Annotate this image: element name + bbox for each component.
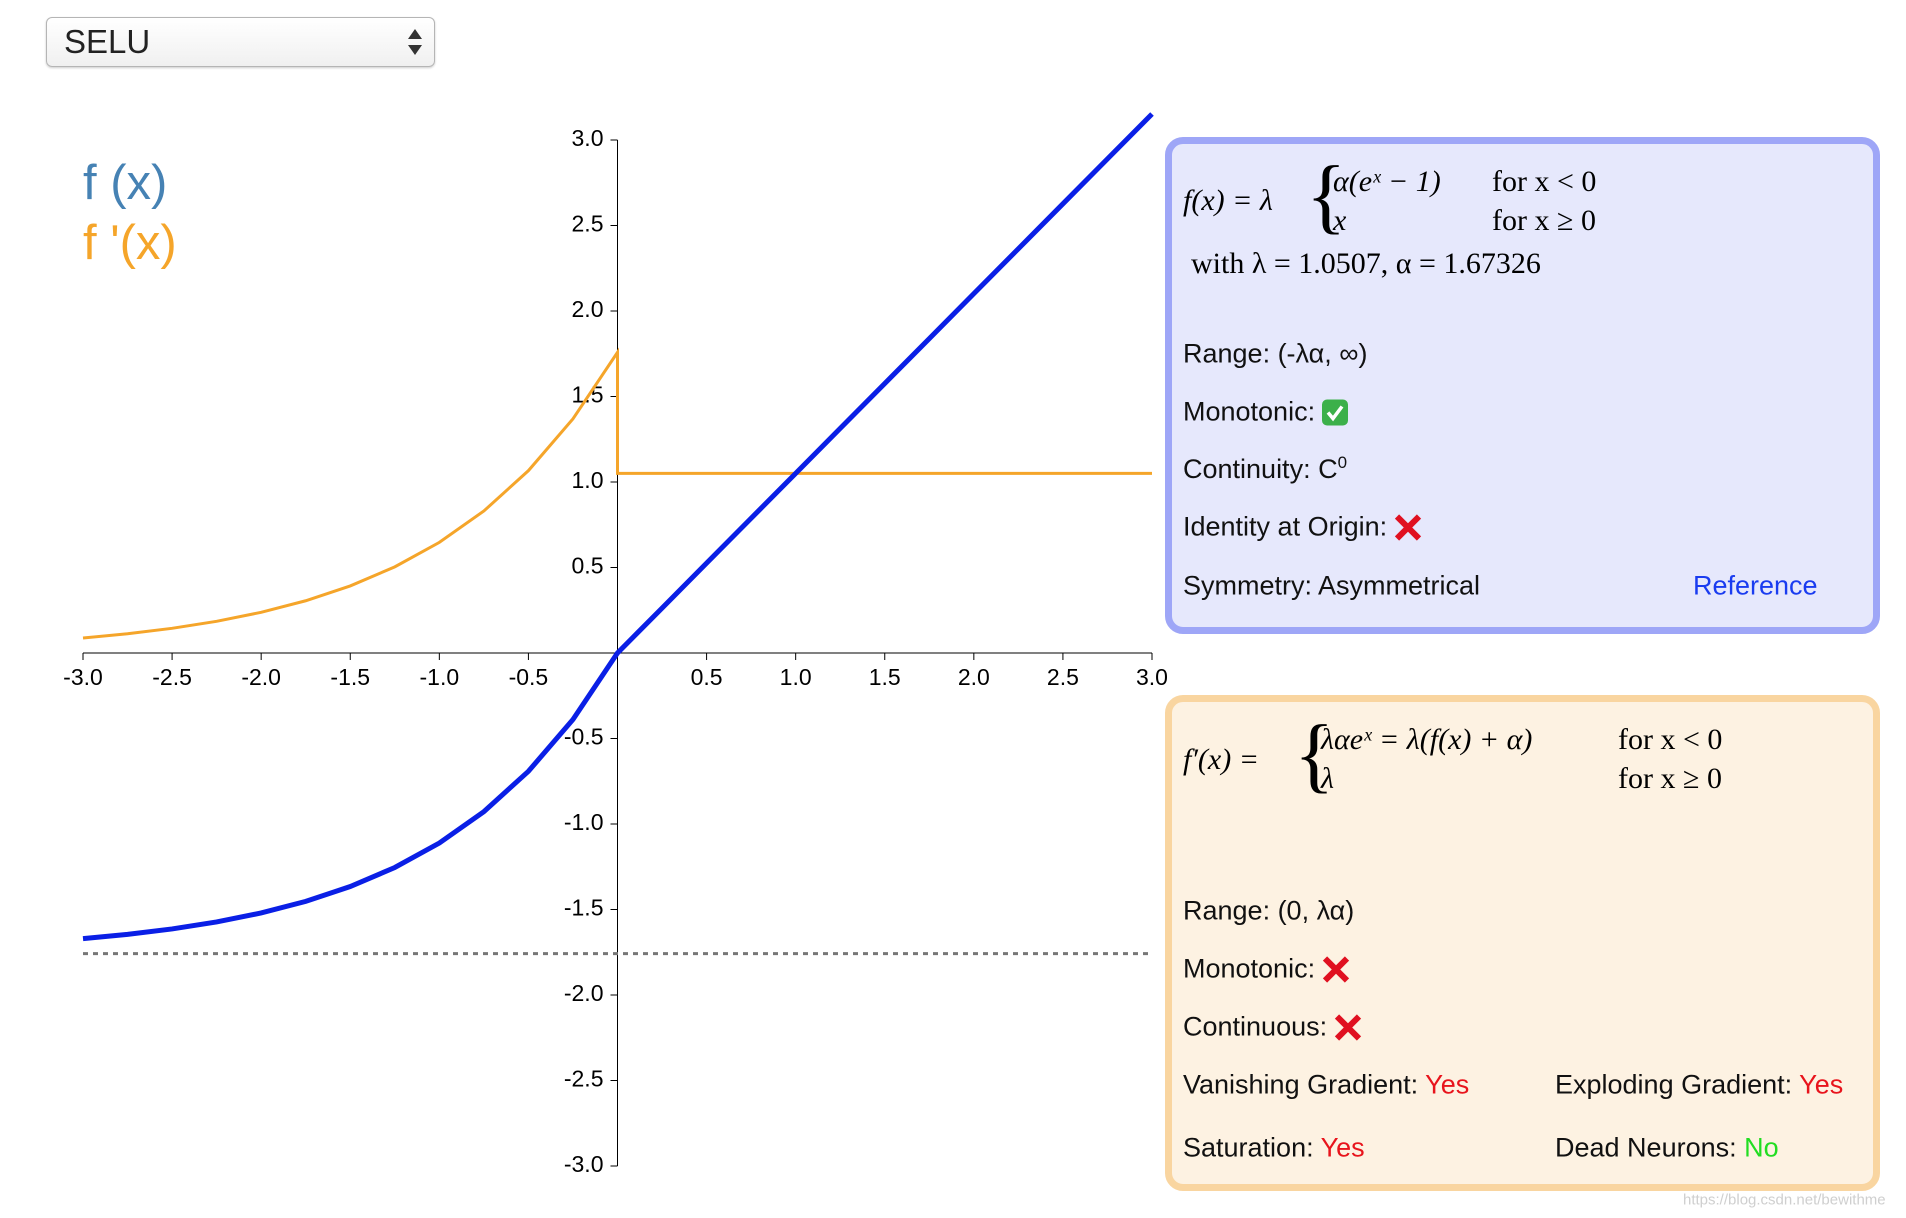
x-tick-label: 2.0 xyxy=(958,664,990,690)
y-tick-label: -2.0 xyxy=(564,980,604,1006)
cross-icon xyxy=(1394,513,1422,541)
formula-case: λ xyxy=(1321,762,1334,795)
formula-condition: for x < 0 xyxy=(1492,165,1597,198)
cross-icon xyxy=(1334,1013,1362,1041)
x-tick-label: -3.0 xyxy=(63,664,103,690)
y-tick-label: -1.5 xyxy=(564,895,604,921)
saturation: Saturation: Yes xyxy=(1183,1133,1365,1164)
select-arrows xyxy=(408,29,422,55)
y-tick-label: 2.5 xyxy=(572,211,604,237)
formula-case: x xyxy=(1333,204,1347,237)
label: Vanishing Gradient: xyxy=(1183,1069,1419,1100)
formula-lhs: f(x) = λ xyxy=(1183,184,1273,217)
formula-condition: for x ≥ 0 xyxy=(1492,204,1596,237)
brace: { xyxy=(1294,708,1335,802)
symmetry: Symmetry: Asymmetrical xyxy=(1183,570,1481,601)
series-line xyxy=(82,112,1154,942)
y-tick-label: 3.0 xyxy=(572,125,604,151)
formula-case: α(eˣ − 1) xyxy=(1333,165,1441,198)
x-tick-label: -1.0 xyxy=(420,664,460,690)
label: Dead Neurons: xyxy=(1555,1132,1737,1163)
x-tick-label: -2.5 xyxy=(152,664,192,690)
label: Monotonic: xyxy=(1183,953,1316,984)
label: Monotonic: xyxy=(1183,396,1316,427)
superscript: 0 xyxy=(1337,453,1348,472)
x-tick-label: -2.0 xyxy=(241,664,281,690)
formula-condition: for x < 0 xyxy=(1618,723,1723,756)
y-tick-label: -0.5 xyxy=(564,724,604,750)
formula-condition: for x ≥ 0 xyxy=(1618,762,1722,795)
label: Identity at Origin: xyxy=(1183,511,1388,542)
y-tick-label: 0.5 xyxy=(572,553,604,579)
range: Range: (0, λα) xyxy=(1183,895,1355,926)
value: Yes xyxy=(1425,1069,1470,1100)
cross-icon xyxy=(1322,955,1350,983)
continuous: Continuous: xyxy=(1183,1012,1363,1043)
y-tick-label: 1.0 xyxy=(572,467,604,493)
exploding: Exploding Gradient: Yes xyxy=(1555,1070,1843,1101)
reference-link[interactable]: Reference xyxy=(1693,570,1818,601)
check-icon xyxy=(1322,399,1349,425)
legend-f: f (x) xyxy=(83,156,168,210)
formula-params: with λ = 1.0507, α = 1.67326 xyxy=(1191,247,1541,280)
x-tick-label: 1.0 xyxy=(780,664,812,690)
label: Saturation: xyxy=(1183,1132,1314,1163)
label: Continuity: C xyxy=(1183,454,1338,484)
legend-df: f '(x) xyxy=(83,216,177,270)
y-tick-label: -2.5 xyxy=(564,1066,604,1092)
y-tick-label: -1.0 xyxy=(564,809,604,835)
watermark: https://blog.csdn.net/bewithme xyxy=(1683,1191,1886,1209)
y-tick-label: -3.0 xyxy=(564,1151,604,1177)
series-line xyxy=(82,347,1152,640)
monotonic: Monotonic: xyxy=(1183,397,1349,428)
vanishing: Vanishing Gradient: Yes xyxy=(1183,1070,1469,1101)
x-tick-label: 0.5 xyxy=(691,664,723,690)
x-tick-label: 2.5 xyxy=(1047,664,1079,690)
x-tick-label: 3.0 xyxy=(1136,664,1168,690)
identity: Identity at Origin: xyxy=(1183,512,1423,543)
function-select[interactable]: SELU xyxy=(46,17,435,67)
range: Range: (-λα, ∞) xyxy=(1183,338,1368,369)
derivative-panel xyxy=(1165,695,1880,1191)
formula-lhs: f′(x) = xyxy=(1183,743,1259,776)
value: No xyxy=(1744,1132,1779,1163)
value: Yes xyxy=(1799,1069,1844,1100)
x-tick-label: 1.5 xyxy=(869,664,901,690)
x-tick-label: -0.5 xyxy=(509,664,549,690)
brace: { xyxy=(1306,149,1347,243)
x-tick-label: -1.5 xyxy=(330,664,370,690)
select-value: SELU xyxy=(64,23,151,60)
function-panel xyxy=(1165,137,1880,634)
monotonic: Monotonic: xyxy=(1183,954,1351,985)
y-tick-label: 2.0 xyxy=(572,296,604,322)
formula-case: λαeˣ = λ(f(x) + α) xyxy=(1321,723,1533,756)
label: Exploding Gradient: xyxy=(1555,1069,1793,1100)
continuity: Continuity: C0 xyxy=(1183,453,1347,485)
label: Continuous: xyxy=(1183,1011,1328,1042)
value: Yes xyxy=(1320,1132,1365,1163)
dead-neurons: Dead Neurons: No xyxy=(1555,1133,1779,1164)
